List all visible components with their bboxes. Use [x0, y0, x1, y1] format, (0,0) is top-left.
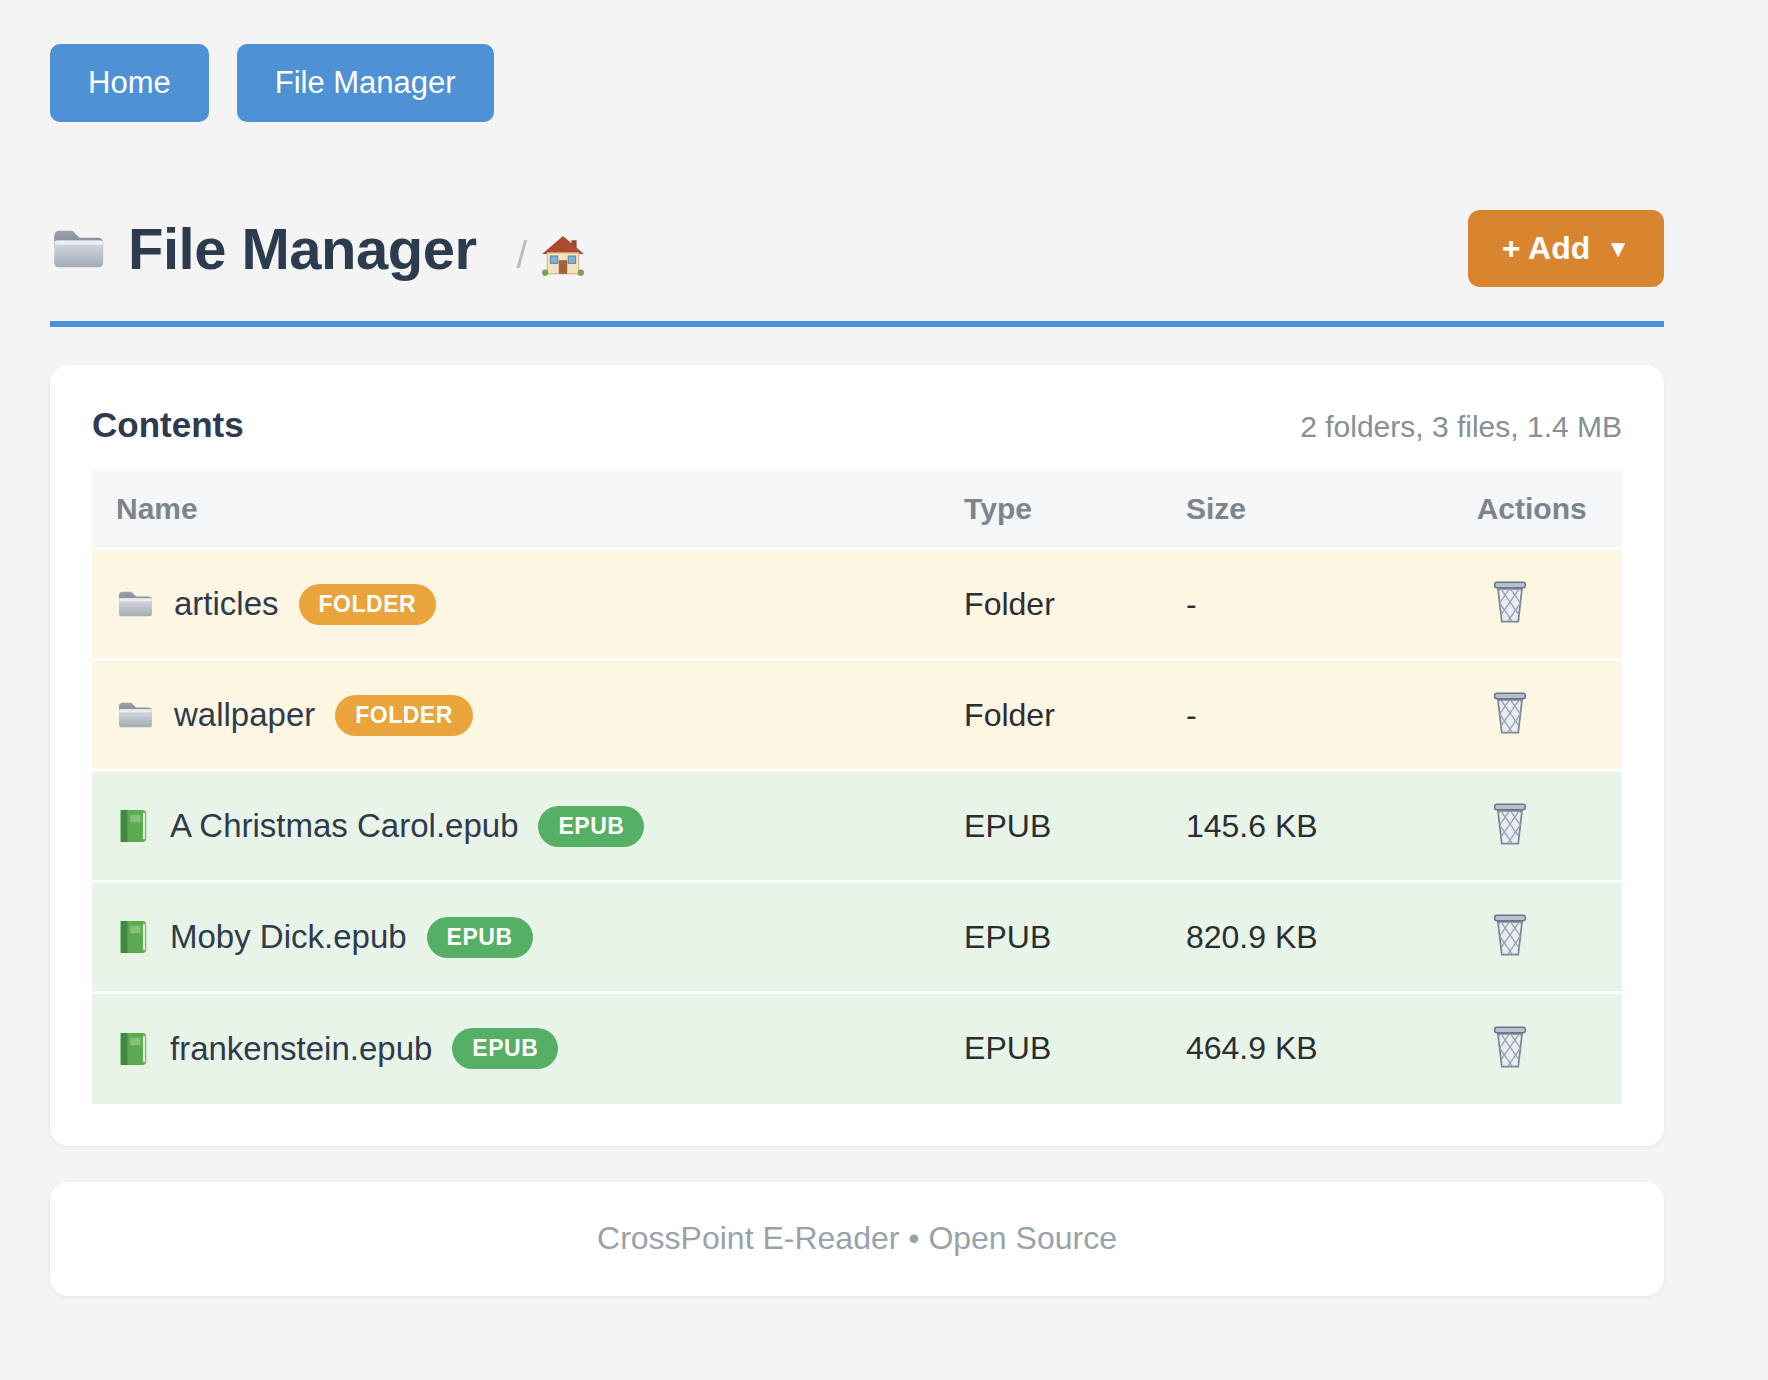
- nav-home-button[interactable]: Home: [50, 44, 209, 122]
- type-badge: EPUB: [427, 917, 533, 958]
- title-wrap: File Manager /: [50, 215, 585, 282]
- book-icon: [116, 918, 150, 956]
- table-row-moby-dick: Moby Dick.epub EPUB EPUB 820.9 KB: [92, 882, 1622, 993]
- col-header-name: Name: [92, 471, 964, 549]
- add-button-label: + Add: [1502, 230, 1591, 267]
- page-header: File Manager / + Add ▼: [50, 210, 1664, 287]
- folder-icon: [116, 699, 154, 731]
- col-header-size: Size: [1186, 471, 1477, 549]
- trash-icon: [1491, 1024, 1529, 1070]
- table-row-wallpaper: wallpaper FOLDER Folder -: [92, 660, 1622, 771]
- footer-text: CrossPoint E-Reader • Open Source: [597, 1220, 1117, 1257]
- home-icon[interactable]: [541, 235, 585, 277]
- contents-card: Contents 2 folders, 3 files, 1.4 MB Name…: [50, 365, 1664, 1146]
- file-link[interactable]: Moby Dick.epub EPUB: [92, 917, 964, 958]
- contents-heading: Contents: [92, 405, 244, 445]
- contents-summary: 2 folders, 3 files, 1.4 MB: [1300, 410, 1622, 444]
- trash-icon: [1491, 912, 1529, 958]
- type-badge: FOLDER: [335, 695, 473, 736]
- file-name: A Christmas Carol.epub: [170, 807, 518, 845]
- folder-title-icon: [50, 225, 106, 273]
- cell-size: 820.9 KB: [1186, 882, 1477, 993]
- trash-icon: [1491, 690, 1529, 736]
- top-nav: Home File Manager: [50, 44, 1664, 122]
- folder-icon: [116, 588, 154, 620]
- file-name: Moby Dick.epub: [170, 918, 407, 956]
- cell-type: Folder: [964, 660, 1186, 771]
- breadcrumb-separator: /: [517, 234, 528, 277]
- type-badge: FOLDER: [299, 584, 437, 625]
- page-title: File Manager: [128, 215, 477, 282]
- table-row-frankenstein: frankenstein.epub EPUB EPUB 464.9 KB: [92, 993, 1622, 1104]
- book-icon: [116, 1030, 150, 1068]
- page: Home File Manager File Manager / + Add ▼…: [50, 44, 1664, 1296]
- cell-size: 145.6 KB: [1186, 771, 1477, 882]
- add-button[interactable]: + Add ▼: [1468, 210, 1664, 287]
- footer: CrossPoint E-Reader • Open Source: [50, 1182, 1664, 1296]
- trash-icon: [1491, 579, 1529, 625]
- file-name: frankenstein.epub: [170, 1030, 432, 1068]
- cell-type: Folder: [964, 549, 1186, 660]
- file-name: wallpaper: [174, 696, 315, 734]
- cell-type: EPUB: [964, 882, 1186, 993]
- table-header-row: Name Type Size Actions: [92, 471, 1622, 549]
- book-icon: [116, 807, 150, 845]
- file-table: Name Type Size Actions articles FOLDER F…: [92, 471, 1622, 1104]
- chevron-down-icon: ▼: [1606, 237, 1630, 261]
- delete-button[interactable]: [1491, 690, 1529, 736]
- col-header-type: Type: [964, 471, 1186, 549]
- title-divider: [50, 321, 1664, 327]
- delete-button[interactable]: [1491, 579, 1529, 625]
- cell-size: 464.9 KB: [1186, 993, 1477, 1104]
- delete-button[interactable]: [1491, 1024, 1529, 1070]
- table-row-articles: articles FOLDER Folder -: [92, 549, 1622, 660]
- type-badge: EPUB: [452, 1028, 558, 1069]
- delete-button[interactable]: [1491, 801, 1529, 847]
- table-row-christmas-carol: A Christmas Carol.epub EPUB EPUB 145.6 K…: [92, 771, 1622, 882]
- cell-type: EPUB: [964, 771, 1186, 882]
- type-badge: EPUB: [538, 806, 644, 847]
- cell-size: -: [1186, 660, 1477, 771]
- contents-card-header: Contents 2 folders, 3 files, 1.4 MB: [92, 405, 1622, 445]
- file-link[interactable]: A Christmas Carol.epub EPUB: [92, 806, 964, 847]
- nav-file-manager-button[interactable]: File Manager: [237, 44, 494, 122]
- trash-icon: [1491, 801, 1529, 847]
- file-link[interactable]: articles FOLDER: [92, 584, 964, 625]
- col-header-actions: Actions: [1477, 471, 1622, 549]
- cell-size: -: [1186, 549, 1477, 660]
- file-link[interactable]: frankenstein.epub EPUB: [92, 1028, 964, 1069]
- file-link[interactable]: wallpaper FOLDER: [92, 695, 964, 736]
- breadcrumb: /: [517, 234, 586, 277]
- cell-type: EPUB: [964, 993, 1186, 1104]
- delete-button[interactable]: [1491, 912, 1529, 958]
- file-name: articles: [174, 585, 279, 623]
